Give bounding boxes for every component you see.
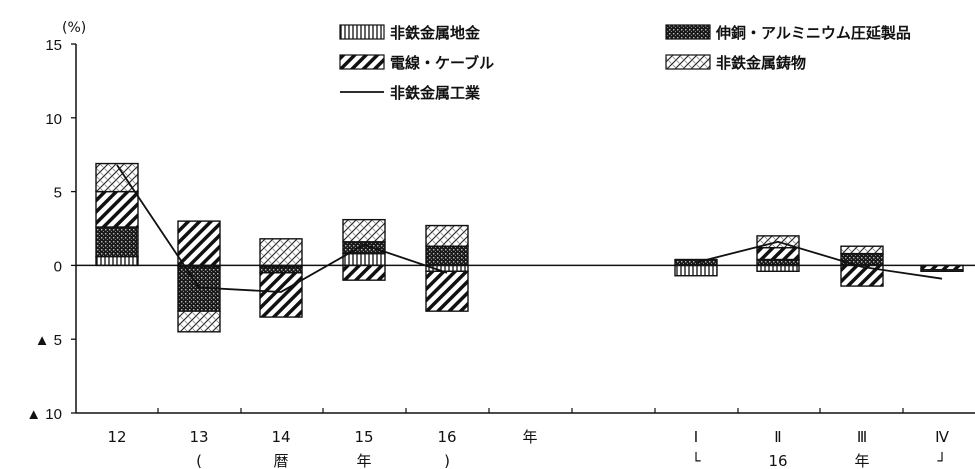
x-quarter-bracket-label: 年 xyxy=(854,452,869,469)
x-group-bracket-label: 暦 xyxy=(273,452,288,469)
y-tick-label: ▲ 5 xyxy=(35,332,62,349)
legend-label: 非鉄金属鋳物 xyxy=(716,54,806,72)
x-axis: 12 13 14 15 16 Ⅰ Ⅱ Ⅲ Ⅳ 年 ( 暦 年) └ 16 年 ┘ xyxy=(76,408,975,469)
bar-segment xyxy=(95,226,139,258)
x-category-label: 12 xyxy=(107,428,126,446)
legend-swatch xyxy=(339,54,385,70)
legend-label: 非鉄金属地金 xyxy=(390,24,481,42)
bar-segment xyxy=(177,310,221,333)
x-category-label: 14 xyxy=(271,428,290,446)
x-group-bracket-label: 年 xyxy=(356,452,371,469)
y-tick-label: 5 xyxy=(54,185,62,202)
x-category-label: Ⅱ xyxy=(774,428,781,446)
bar-segment xyxy=(95,255,139,267)
y-tick-label: 10 xyxy=(45,111,62,128)
legend-label: 非鉄金属工業 xyxy=(390,84,481,102)
legend-swatch xyxy=(665,54,711,70)
legend-label: 伸銅・アルミニウム圧延製品 xyxy=(715,24,911,42)
x-category-label: 13 xyxy=(189,428,208,446)
bar-segment xyxy=(259,266,303,274)
x-group-bracket-label: ( xyxy=(196,452,202,469)
bar-segment xyxy=(674,264,718,277)
y-tick-label: ▲ 10 xyxy=(26,406,62,423)
unit-label: (%) xyxy=(62,20,86,36)
bar-segment xyxy=(756,264,800,273)
bar-segment xyxy=(840,245,884,255)
bar-segment xyxy=(177,220,221,267)
x-group-unit-label: 年 xyxy=(522,428,537,446)
legend-label: 電線・ケーブル xyxy=(390,54,494,72)
bar-segment xyxy=(259,272,303,318)
x-category-label: Ⅳ xyxy=(935,428,949,446)
bar-segment xyxy=(95,190,139,228)
y-axis: 15 10 5 0 ▲ 5 ▲ 10 xyxy=(26,37,77,423)
legend-swatch xyxy=(665,24,711,40)
x-quarter-bracket-label: └ xyxy=(691,451,701,469)
bar-segment xyxy=(342,264,386,281)
x-category-label: 15 xyxy=(354,428,373,446)
series-line-annual xyxy=(116,164,448,293)
bar-segment xyxy=(342,252,386,267)
x-quarter-bracket-label: 16 xyxy=(768,452,787,469)
x-category-label: Ⅲ xyxy=(857,428,867,446)
bar-segment xyxy=(920,269,964,273)
legend-swatch xyxy=(339,24,385,40)
bar-segment xyxy=(259,238,303,267)
bars xyxy=(95,162,964,333)
bar-segment xyxy=(756,246,800,261)
series-line-quarterly xyxy=(695,240,943,280)
bar-segment xyxy=(756,258,800,267)
x-group-bracket-label: ) xyxy=(444,452,450,469)
bar-segment xyxy=(425,245,469,267)
x-quarter-bracket-label: ┘ xyxy=(936,451,946,469)
x-category-label: 16 xyxy=(437,428,456,446)
y-tick-label: 0 xyxy=(54,258,62,275)
bar-segment xyxy=(840,252,884,267)
y-tick-label: 15 xyxy=(45,37,62,54)
bar-segment xyxy=(342,218,386,243)
bar-segment xyxy=(425,224,469,247)
lines xyxy=(116,164,943,293)
x-category-label: Ⅰ xyxy=(694,428,698,446)
bar-segment xyxy=(342,241,386,255)
bar-segment xyxy=(425,270,469,312)
